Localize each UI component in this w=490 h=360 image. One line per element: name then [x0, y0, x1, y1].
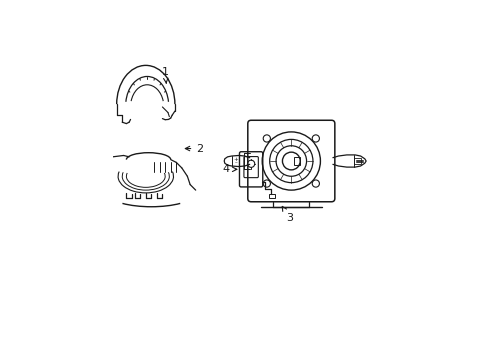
Text: –: –	[235, 161, 237, 166]
Text: +: +	[234, 157, 238, 162]
Bar	[294, 157, 300, 165]
Bar	[354, 158, 361, 164]
Text: 2: 2	[185, 144, 203, 153]
Text: 3: 3	[282, 206, 293, 223]
Text: 1: 1	[162, 67, 169, 83]
Text: 4: 4	[222, 164, 237, 174]
Bar	[269, 194, 275, 198]
